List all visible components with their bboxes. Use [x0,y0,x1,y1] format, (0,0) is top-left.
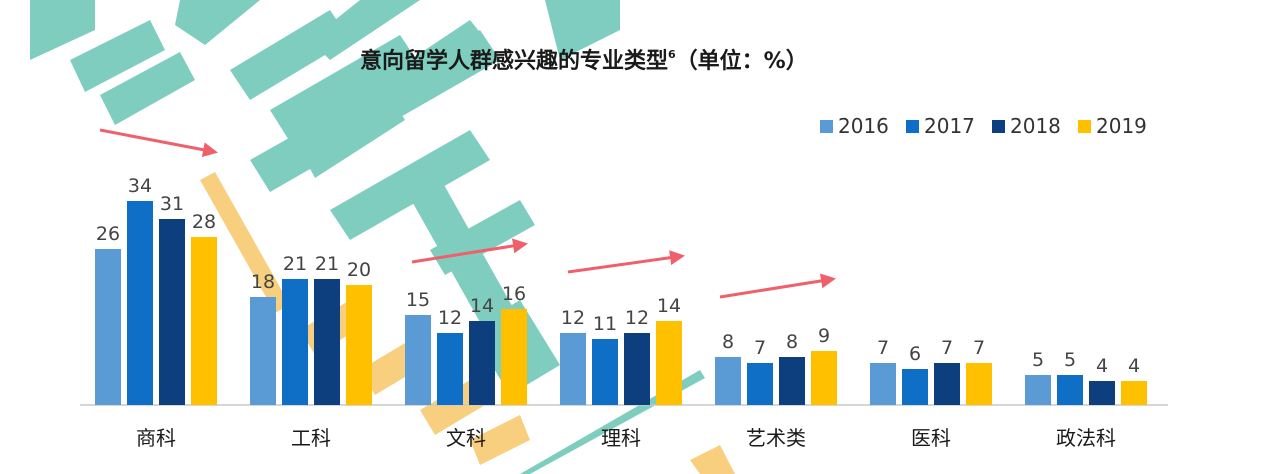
bar-2017-1 [282,279,308,405]
value-label-2019-4: 9 [818,325,830,347]
trend-arrow-3 [719,273,836,299]
legend-swatch-2017 [906,120,919,133]
value-label-2019-6: 4 [1128,355,1140,377]
chart-title: 意向留学人群感兴趣的专业类型6（单位：%） [360,48,808,74]
category-label-4: 艺术类 [746,426,806,450]
bar-2019-1 [346,285,372,405]
value-label-2016-5: 7 [877,337,889,359]
trend-arrow-2 [567,250,685,274]
trend-arrow-1 [411,238,528,264]
legend-label-2017: 2017 [924,114,975,138]
value-label-2017-6: 5 [1064,349,1076,371]
bar-2017-0 [127,201,153,405]
bar-2018-4 [779,357,805,405]
value-label-2018-0: 31 [160,193,184,215]
category-label-2: 文科 [446,426,486,450]
value-label-2017-3: 11 [593,313,617,335]
value-label-2019-0: 28 [192,211,216,233]
bar-2019-5 [966,363,992,405]
bar-2018-1 [314,279,340,405]
value-label-2019-1: 20 [347,259,371,281]
value-label-2018-2: 14 [470,295,494,317]
bar-2016-1 [250,297,276,405]
bar-2016-6 [1025,375,1051,405]
value-label-2016-0: 26 [96,223,120,245]
bar-2018-6 [1089,381,1115,405]
value-label-2017-5: 6 [909,343,921,365]
value-label-2019-3: 14 [657,295,681,317]
trend-arrows [99,128,836,299]
legend-swatch-2018 [992,120,1005,133]
value-label-2016-2: 15 [406,289,430,311]
bar-2017-4 [747,363,773,405]
legend-label-2018: 2018 [1010,114,1061,138]
category-label-5: 医科 [911,426,951,450]
legend: 2016 2017 2018 2019 [820,114,1147,138]
value-label-2016-1: 18 [251,271,275,293]
value-label-2018-1: 21 [315,253,339,275]
value-label-2019-5: 7 [973,337,985,359]
category-label-0: 商科 [136,426,176,450]
bar-2019-2 [501,309,527,405]
bar-2016-3 [560,333,586,405]
bar-2019-6 [1121,381,1147,405]
bars [95,201,1147,405]
bar-2016-2 [405,315,431,405]
bar-2018-5 [934,363,960,405]
bar-2018-2 [469,321,495,405]
value-label-2018-4: 8 [786,331,798,353]
chart-title-superscript: 6 [668,48,676,61]
value-label-2018-5: 7 [941,337,953,359]
value-label-2017-4: 7 [754,337,766,359]
value-label-2018-3: 12 [625,307,649,329]
category-label-3: 理科 [601,426,641,450]
value-label-2016-6: 5 [1032,349,1044,371]
value-label-2017-1: 21 [283,253,307,275]
bar-2017-6 [1057,375,1083,405]
bar-2016-0 [95,249,121,405]
value-label-2016-3: 12 [561,307,585,329]
bar-2019-3 [656,321,682,405]
value-label-2019-2: 16 [502,283,526,305]
value-label-2017-2: 12 [438,307,462,329]
category-label-1: 工科 [291,426,331,450]
bar-2018-3 [624,333,650,405]
value-label-2017-0: 34 [128,175,152,197]
category-labels: 商科 工科 文科 理科 艺术类 医科 政法科 [136,426,1116,450]
legend-label-2016: 2016 [838,114,889,138]
value-label-2018-6: 4 [1096,355,1108,377]
trend-arrow-0 [99,128,218,158]
bar-2016-5 [870,363,896,405]
bar-2017-2 [437,333,463,405]
legend-label-2019: 2019 [1096,114,1147,138]
value-label-2016-4: 8 [722,331,734,353]
bar-2019-4 [811,351,837,405]
category-label-6: 政法科 [1056,426,1116,450]
bar-2017-3 [592,339,618,405]
bar-2016-4 [715,357,741,405]
chart-title-unit: （单位：%） [676,48,808,74]
bar-2018-0 [159,219,185,405]
bar-2017-5 [902,369,928,405]
bar-2019-0 [191,237,217,405]
chart-title-main: 意向留学人群感兴趣的专业类型 [360,48,668,74]
legend-swatch-2019 [1078,120,1091,133]
legend-swatch-2016 [820,120,833,133]
